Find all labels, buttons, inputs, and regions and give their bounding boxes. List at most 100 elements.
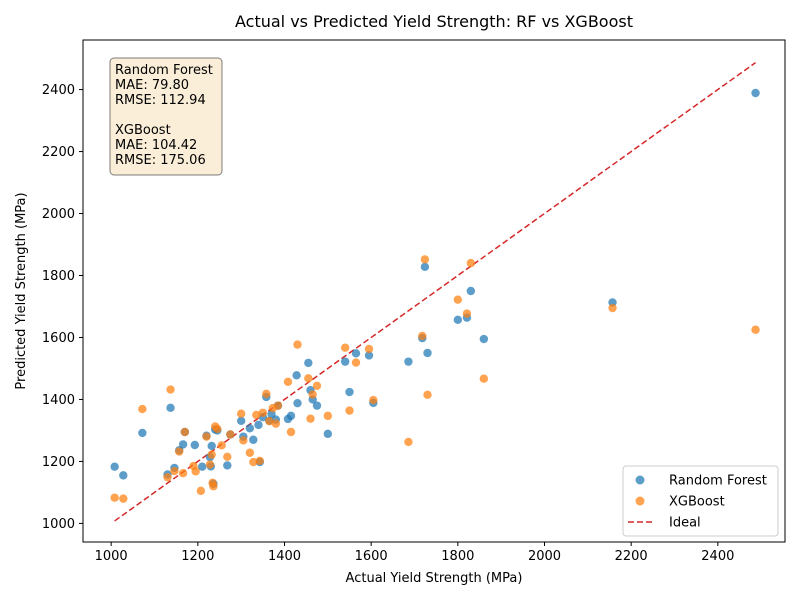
annotation-line: MAE: 79.80	[115, 78, 189, 93]
xgb-point	[420, 255, 430, 264]
rf-point	[479, 334, 489, 344]
xgb-point	[418, 331, 427, 341]
rf-point	[119, 471, 128, 480]
xgb-point	[265, 416, 274, 426]
y-tick-label: 1200	[42, 455, 75, 470]
xgb-point	[404, 437, 413, 447]
y-tick-label: 1800	[42, 269, 75, 284]
xgb-point	[217, 441, 226, 450]
annotation-line: Random Forest	[115, 63, 213, 78]
xgb-point	[364, 344, 374, 354]
rf-point	[166, 403, 175, 413]
y-tick-label: 1400	[42, 393, 75, 408]
xgb-point	[255, 456, 264, 466]
xgb-point	[369, 395, 378, 405]
xgb-point	[608, 303, 617, 313]
xgb-point	[239, 436, 248, 445]
xgb-point	[466, 258, 476, 268]
rf-point	[286, 411, 296, 421]
xgb-point	[283, 377, 293, 386]
xgb-point	[196, 486, 206, 496]
rf-point	[423, 348, 432, 358]
x-tick-label: 2400	[701, 549, 734, 564]
rf-point	[207, 441, 216, 451]
rf-point	[197, 462, 207, 471]
xgb-point	[293, 340, 302, 349]
rf-point	[293, 398, 302, 408]
x-tick-label: 1200	[181, 549, 214, 564]
xgb-point	[163, 473, 172, 482]
xgb-point	[138, 404, 147, 414]
rf-point	[420, 262, 430, 272]
y-tick-label: 2400	[42, 83, 75, 98]
xgb-point	[345, 406, 354, 415]
x-tick-label: 1400	[268, 549, 301, 564]
xgb-point	[312, 381, 322, 391]
xgb-point	[170, 466, 179, 476]
legend-entry-random-forest-label: Random Forest	[669, 474, 767, 489]
xgb-point	[258, 408, 268, 417]
rf-point	[453, 315, 463, 325]
x-tick-label: 2200	[615, 549, 648, 564]
xgb-point	[751, 325, 760, 334]
xgb-point	[249, 457, 258, 467]
xgb-point	[166, 385, 175, 394]
rf-point	[292, 371, 301, 380]
rf-point	[340, 357, 350, 366]
xgb-point	[252, 410, 261, 420]
xgb-point	[223, 452, 232, 461]
xgb-point	[340, 343, 350, 352]
x-tick-label: 2000	[528, 549, 561, 564]
xgb-point	[213, 424, 222, 434]
xgb-point	[453, 295, 463, 304]
rf-point	[110, 462, 119, 471]
rf-point	[751, 88, 760, 98]
rf-point	[138, 428, 147, 438]
rf-point	[404, 357, 413, 366]
chart-title: Actual vs Predicted Yield Strength: RF v…	[235, 12, 633, 31]
annotation-line: RMSE: 175.06	[115, 153, 206, 168]
x-tick-label: 1600	[355, 549, 388, 564]
rf-point	[178, 440, 188, 449]
xgb-point	[175, 447, 184, 456]
xgb-point	[180, 427, 190, 437]
xgb-point	[479, 374, 489, 383]
xgb-point	[308, 390, 317, 399]
xgb-point	[191, 467, 200, 476]
rf-point	[312, 401, 322, 410]
x-tick-label: 1800	[441, 549, 474, 564]
y-tick-label: 2200	[42, 145, 75, 160]
legend-entry-xgboost-marker	[635, 496, 645, 506]
legend: Random Forest XGBoost Ideal	[622, 465, 779, 537]
rf-point	[345, 387, 354, 397]
y-axis-label: Predicted Yield Strength (MPa)	[14, 192, 29, 389]
legend-entry-random-forest-marker	[635, 475, 645, 485]
plot-frame	[82, 39, 786, 543]
xgb-point	[226, 430, 235, 439]
rf-point	[236, 416, 246, 426]
annotation-box	[109, 57, 223, 176]
annotation-line: XGBoost	[115, 123, 171, 138]
xgb-point	[205, 460, 215, 469]
rf-point	[466, 286, 476, 296]
y-tick-label: 2000	[42, 207, 75, 222]
xgb-point	[273, 401, 283, 410]
axis-ticks: 1000 1200 1400 1600 1800 2000 2200 2400 1000 1200…	[42, 83, 734, 564]
rf-point	[254, 420, 263, 430]
rf-point	[304, 358, 313, 368]
x-tick-label: 1000	[95, 549, 128, 564]
rf-point	[351, 349, 361, 358]
xgb-point	[323, 411, 333, 421]
legend-box	[622, 465, 779, 537]
rf-point	[190, 440, 199, 450]
y-tick-label: 1000	[42, 517, 75, 532]
xgb-point	[462, 309, 472, 318]
xgb-point	[245, 448, 255, 457]
annotation-line: MAE: 104.42	[115, 138, 197, 153]
xgb-point	[306, 414, 315, 423]
x-axis-label: Actual Yield Strength (MPa)	[346, 571, 523, 586]
xgb-point	[209, 482, 218, 491]
xgb-point	[202, 432, 211, 441]
xgb-point	[236, 409, 246, 418]
xgb-point	[304, 374, 313, 383]
